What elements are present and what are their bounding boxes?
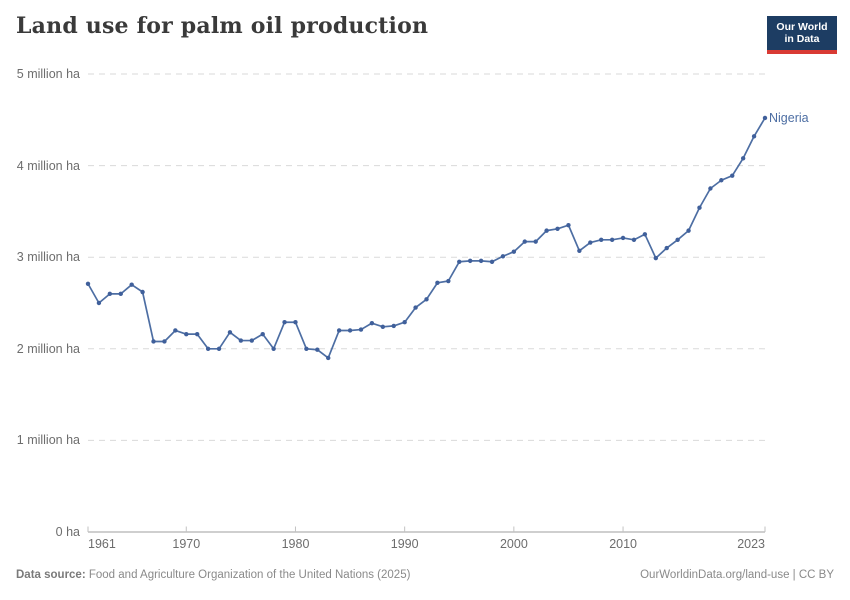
footer-link[interactable]: OurWorldinData.org/land-use | CC BY: [640, 569, 834, 581]
owid-logo[interactable]: Our World in Data: [767, 16, 837, 54]
y-axis-label-4m: 4 million ha: [16, 158, 80, 173]
x-axis-label-2023: 2023: [737, 537, 765, 551]
data-source: Data source: Food and Agriculture Organi…: [16, 569, 410, 581]
data-source-label: Data source:: [16, 569, 86, 581]
x-axis-label-1970: 1970: [172, 537, 201, 551]
y-axis-label-0: 0 ha: [55, 525, 80, 539]
x-axis-label-2010: 2010: [609, 537, 637, 551]
y-axis-label-3m: 3 million ha: [16, 250, 80, 265]
x-axis-label-1980: 1980: [281, 537, 310, 551]
y-axis-label-2m: 2 million ha: [16, 341, 80, 356]
x-axis-label-1990: 1990: [390, 537, 419, 551]
y-axis-label-1m: 1 million ha: [16, 433, 80, 448]
data-source-text: Food and Agriculture Organization of the…: [85, 569, 411, 581]
owid-logo-line1: Our World: [776, 20, 828, 33]
y-axis-label-5m: 5 million ha: [16, 67, 80, 81]
x-axis-label-1961: 1961: [88, 537, 116, 551]
page-title: Land use for palm oil production: [16, 13, 429, 39]
x-axis-label-2000: 2000: [499, 537, 528, 551]
series-label-nigeria[interactable]: Nigeria: [769, 111, 809, 125]
owid-logo-line2: in Data: [784, 33, 820, 45]
